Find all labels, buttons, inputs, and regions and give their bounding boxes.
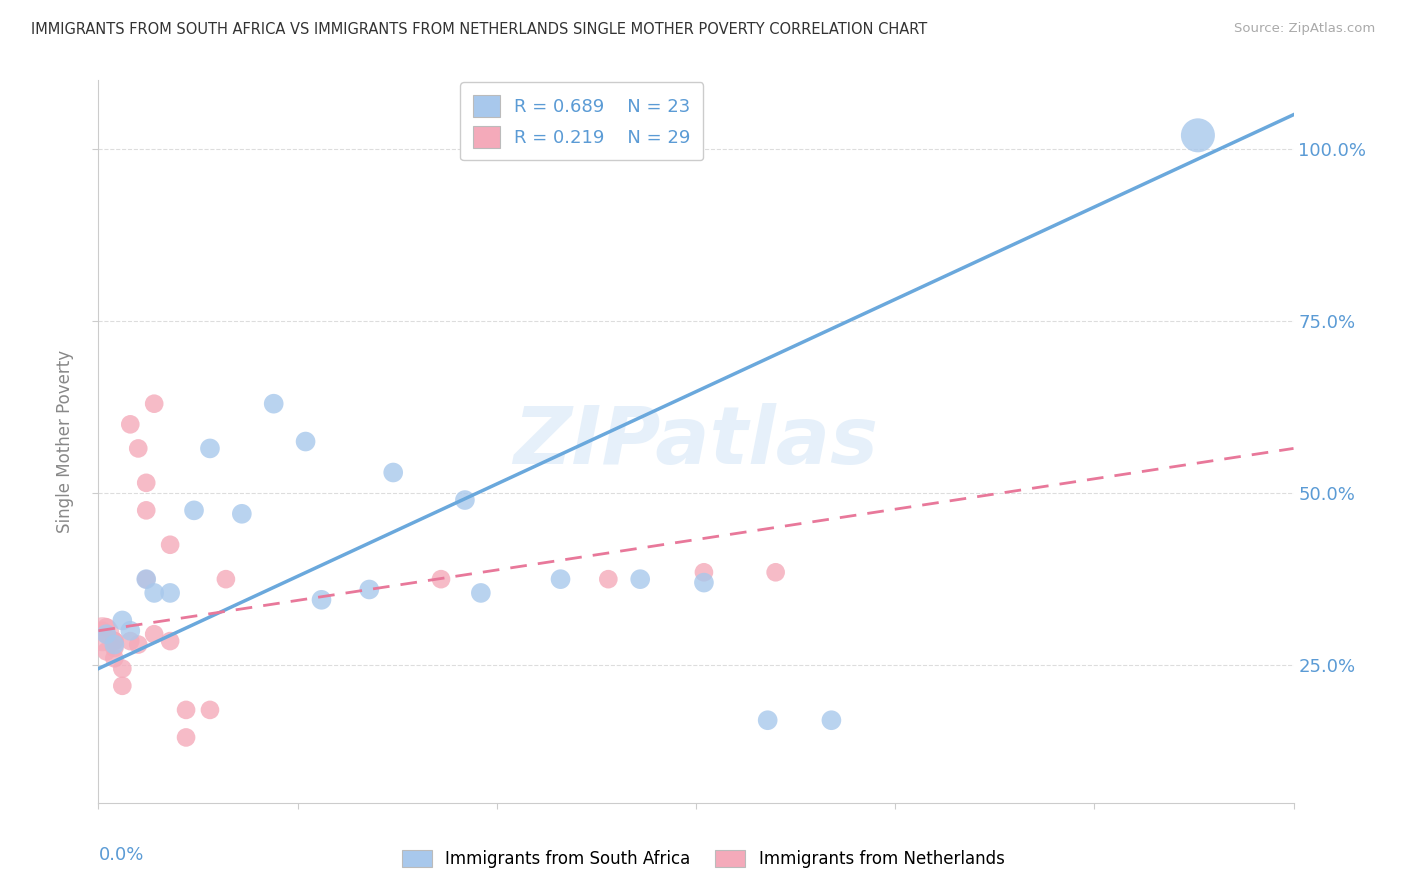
- Point: [174, 703, 197, 717]
- Point: [159, 586, 181, 600]
- Point: [550, 572, 572, 586]
- Point: [430, 572, 453, 586]
- Point: [382, 466, 405, 480]
- Point: [120, 624, 142, 638]
- Point: [135, 572, 157, 586]
- Point: [111, 662, 134, 676]
- Point: [127, 442, 149, 456]
- Point: [294, 434, 316, 449]
- Point: [693, 566, 716, 580]
- Point: [111, 679, 134, 693]
- Point: [103, 634, 125, 648]
- Point: [183, 503, 205, 517]
- Point: [143, 397, 166, 411]
- Point: [263, 397, 285, 411]
- Point: [120, 417, 142, 432]
- Text: Source: ZipAtlas.com: Source: ZipAtlas.com: [1234, 22, 1375, 36]
- Point: [127, 638, 149, 652]
- Point: [765, 566, 787, 580]
- Point: [103, 651, 125, 665]
- Point: [598, 572, 620, 586]
- Point: [135, 572, 157, 586]
- Point: [96, 644, 118, 658]
- Point: [470, 586, 492, 600]
- Point: [103, 640, 125, 655]
- Point: [628, 572, 651, 586]
- Point: [135, 475, 157, 490]
- Point: [231, 507, 253, 521]
- Legend: R = 0.689    N = 23, R = 0.219    N = 29: R = 0.689 N = 23, R = 0.219 N = 29: [460, 82, 703, 161]
- Point: [91, 624, 114, 638]
- Point: [143, 627, 166, 641]
- Point: [198, 442, 221, 456]
- Point: [311, 592, 333, 607]
- Legend: Immigrants from South Africa, Immigrants from Netherlands: Immigrants from South Africa, Immigrants…: [395, 843, 1011, 875]
- Text: IMMIGRANTS FROM SOUTH AFRICA VS IMMIGRANTS FROM NETHERLANDS SINGLE MOTHER POVERT: IMMIGRANTS FROM SOUTH AFRICA VS IMMIGRAN…: [31, 22, 927, 37]
- Point: [215, 572, 238, 586]
- Y-axis label: Single Mother Poverty: Single Mother Poverty: [56, 350, 75, 533]
- Point: [198, 703, 221, 717]
- Point: [120, 634, 142, 648]
- Point: [454, 493, 477, 508]
- Point: [111, 614, 134, 628]
- Point: [143, 586, 166, 600]
- Text: 0.0%: 0.0%: [98, 847, 143, 864]
- Text: ZIPatlas: ZIPatlas: [513, 402, 879, 481]
- Point: [96, 627, 118, 641]
- Point: [174, 731, 197, 745]
- Point: [103, 638, 125, 652]
- Point: [96, 627, 118, 641]
- Point: [359, 582, 381, 597]
- Point: [135, 503, 157, 517]
- Point: [159, 634, 181, 648]
- Point: [91, 627, 114, 641]
- Point: [820, 713, 842, 727]
- Point: [693, 575, 716, 590]
- Point: [96, 620, 118, 634]
- Point: [756, 713, 779, 727]
- Point: [103, 634, 125, 648]
- Point: [159, 538, 181, 552]
- Point: [1187, 128, 1209, 143]
